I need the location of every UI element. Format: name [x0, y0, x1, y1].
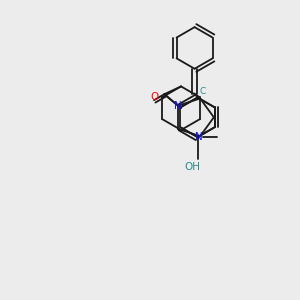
- Text: O: O: [150, 92, 158, 102]
- Text: C: C: [200, 87, 206, 96]
- Text: N: N: [195, 132, 203, 142]
- Text: OH: OH: [184, 162, 201, 172]
- Text: N: N: [174, 101, 182, 111]
